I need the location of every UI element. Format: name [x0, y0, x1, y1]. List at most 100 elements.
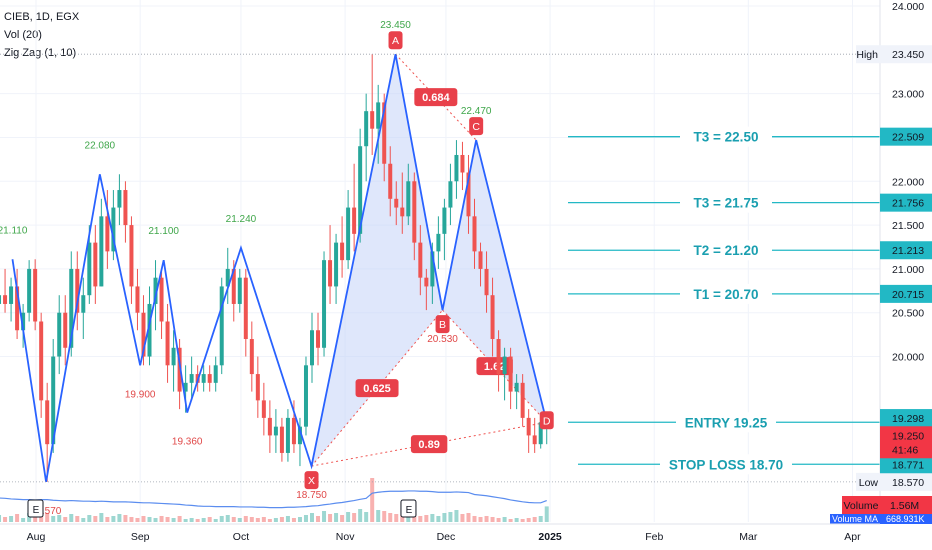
volume-bar — [334, 513, 339, 522]
volume-bar — [388, 513, 393, 522]
volume-bar — [394, 514, 399, 522]
candle-body — [123, 190, 128, 226]
level-label: T3 = 22.50 — [694, 130, 759, 145]
pivot-value-label: 22.470 — [461, 106, 492, 117]
level-label: T3 = 21.75 — [694, 196, 759, 211]
pattern-point-label: X — [308, 475, 315, 487]
volume-bar — [147, 517, 152, 522]
volume-bar — [207, 517, 212, 522]
volume-bar — [123, 515, 128, 522]
volume-bar — [3, 517, 8, 522]
candle-body — [346, 207, 351, 261]
volume-ma-value-bg — [880, 514, 932, 524]
candle-body — [201, 374, 206, 383]
candle-body — [291, 417, 296, 445]
candle-body — [93, 242, 98, 287]
volume-bar — [135, 518, 140, 522]
candle-body — [526, 417, 531, 436]
volume-bar — [424, 515, 429, 522]
symbol-label[interactable]: CIEB, 1D, EGX — [4, 11, 80, 23]
time-tick-label: Aug — [27, 531, 46, 543]
volume-bar — [171, 518, 176, 522]
pivot-value-label: 19.360 — [172, 437, 203, 448]
volume-indicator-label[interactable]: Vol (20) — [4, 29, 42, 41]
candle-body — [316, 330, 321, 348]
ratio-value: 1.62 — [484, 361, 505, 373]
volume-bar — [255, 518, 260, 522]
pattern-point-tag — [435, 315, 450, 334]
volume-bar — [376, 510, 381, 522]
candle-body — [45, 400, 50, 445]
volume-bar — [219, 516, 224, 522]
pattern-point-tag — [539, 411, 554, 430]
time-tick-label: Apr — [844, 531, 861, 543]
volume-bar — [243, 516, 248, 522]
level-label: T2 = 21.20 — [694, 243, 759, 258]
candle-body — [538, 422, 543, 445]
candle-body — [135, 286, 140, 313]
candle-body — [39, 321, 44, 401]
volume-bar — [460, 514, 465, 522]
pattern-point-label: B — [439, 319, 446, 331]
candle-body — [502, 356, 507, 375]
volume-bar — [322, 511, 327, 522]
zigzag-line — [11, 54, 548, 483]
candle-body — [153, 277, 158, 304]
candle-body — [81, 295, 86, 313]
candle-body — [285, 417, 290, 453]
candle-body — [51, 356, 56, 445]
volume-bar — [303, 515, 308, 522]
candle-body — [63, 312, 68, 348]
volume-bar — [57, 515, 62, 522]
prev-close-value: 19.298 — [892, 413, 924, 425]
candle-body — [273, 426, 278, 436]
candle-body — [424, 277, 429, 287]
low-value: 18.570 — [892, 477, 924, 489]
volume-bar — [544, 506, 549, 522]
level-label-bg — [680, 283, 772, 304]
candle-body — [207, 374, 212, 383]
volume-bar — [285, 516, 290, 522]
pivot-value-label: 21.110 — [0, 225, 28, 236]
volume-bar — [69, 514, 74, 522]
earnings-marker — [400, 499, 417, 518]
volume-bar — [526, 518, 531, 522]
high-label-bg — [856, 45, 880, 64]
volume-bar — [358, 509, 363, 522]
volume-bar — [328, 514, 333, 522]
candle-body — [15, 286, 20, 331]
low-label-bg — [856, 472, 880, 491]
candle-body — [340, 242, 345, 261]
candle-body — [111, 207, 116, 252]
volume-pane — [0, 478, 549, 522]
zigzag-indicator-label[interactable]: Zig Zag (1, 10) — [4, 47, 77, 59]
price-tick-label: 23.000 — [892, 89, 924, 101]
candle-body — [237, 277, 242, 304]
volume-bar — [0, 515, 2, 522]
candle-body — [177, 347, 182, 392]
candle-body — [430, 251, 435, 287]
price-tick-label: 20.500 — [892, 308, 924, 320]
pattern-point-label: C — [472, 121, 480, 133]
pattern-triangle-xab — [311, 54, 443, 467]
candle-body — [27, 268, 32, 313]
candle-body — [454, 154, 459, 182]
time-tick-label: Dec — [437, 531, 456, 543]
high-axis-bg — [880, 45, 932, 64]
volume-bar — [249, 517, 254, 522]
price-tick-label: 24.000 — [892, 1, 924, 13]
volume-bar — [508, 519, 513, 522]
candle-body — [334, 242, 339, 287]
volume-bar — [81, 518, 86, 522]
candle-body — [310, 330, 314, 366]
ratio-value: 0.625 — [363, 383, 391, 395]
candle-body — [508, 356, 513, 392]
high-value: 23.450 — [892, 49, 924, 61]
price-tick-label: 22.000 — [892, 176, 924, 188]
candle-body — [33, 268, 38, 322]
volume-bar — [267, 519, 272, 522]
volume-bar — [27, 513, 32, 522]
candle-body — [472, 216, 477, 252]
candle-body — [297, 426, 302, 445]
